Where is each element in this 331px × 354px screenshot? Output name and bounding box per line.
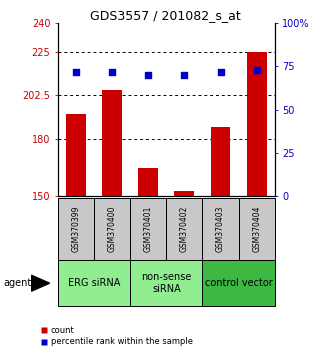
- Point: [254, 67, 259, 73]
- Bar: [174, 191, 194, 196]
- Point: [146, 72, 151, 78]
- Bar: [138, 167, 158, 196]
- Text: GSM370401: GSM370401: [144, 206, 153, 252]
- Text: GSM370400: GSM370400: [108, 206, 117, 252]
- Point: [73, 69, 79, 74]
- Polygon shape: [31, 275, 50, 291]
- Text: agent: agent: [3, 278, 31, 288]
- Text: GSM370399: GSM370399: [71, 206, 80, 252]
- Text: GSM370402: GSM370402: [180, 206, 189, 252]
- Text: GSM370403: GSM370403: [216, 206, 225, 252]
- Point: [110, 69, 115, 74]
- Text: control vector: control vector: [205, 278, 272, 288]
- Bar: [247, 52, 266, 196]
- Text: non-sense
siRNA: non-sense siRNA: [141, 272, 192, 294]
- Bar: [211, 127, 230, 196]
- Bar: [102, 91, 122, 196]
- Legend: count, percentile rank within the sample: count, percentile rank within the sample: [37, 322, 196, 350]
- Text: GDS3557 / 201082_s_at: GDS3557 / 201082_s_at: [90, 9, 241, 22]
- Text: GSM370404: GSM370404: [252, 206, 261, 252]
- Bar: [66, 114, 86, 196]
- Point: [182, 72, 187, 78]
- Text: ERG siRNA: ERG siRNA: [68, 278, 120, 288]
- Point: [218, 69, 223, 74]
